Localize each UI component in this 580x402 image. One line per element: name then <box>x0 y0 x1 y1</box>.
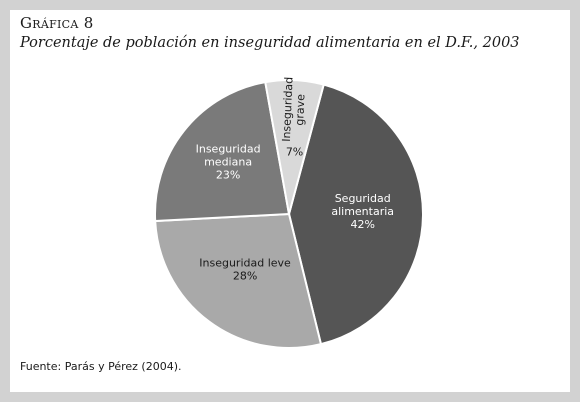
figure-heading: Gráfica 8 Porcentaje de población en ins… <box>20 14 520 53</box>
slice-label-inseguridad-mediana: Inseguridad mediana <box>196 143 261 169</box>
chart-number: Gráfica 8 <box>20 14 94 32</box>
slice-value-seguridad-alimentaria: 42% <box>350 218 374 231</box>
slice-label-seguridad-alimentaria: Seguridad alimentaria <box>331 192 394 218</box>
pie-slice-inseguridad-mediana <box>154 80 291 223</box>
slice-value-inseguridad-leve: 28% <box>233 270 257 283</box>
slice-label-inseguridad-leve: Inseguridad leve <box>199 257 291 270</box>
slice-label-inseguridad-grave: Inseguridadgrave <box>280 77 308 143</box>
chart-title: Porcentaje de población en inseguridad a… <box>20 35 520 51</box>
pie-slice-inseguridad-grave <box>264 79 325 215</box>
pie-slice-inseguridad-leve <box>154 212 323 349</box>
pie-slice-seguridad-alimentaria <box>287 83 424 346</box>
slice-value-inseguridad-grave: 7% <box>286 145 303 158</box>
source-note: Fuente: Parás y Pérez (2004). <box>20 360 182 373</box>
slice-value-inseguridad-mediana: 23% <box>216 169 240 182</box>
